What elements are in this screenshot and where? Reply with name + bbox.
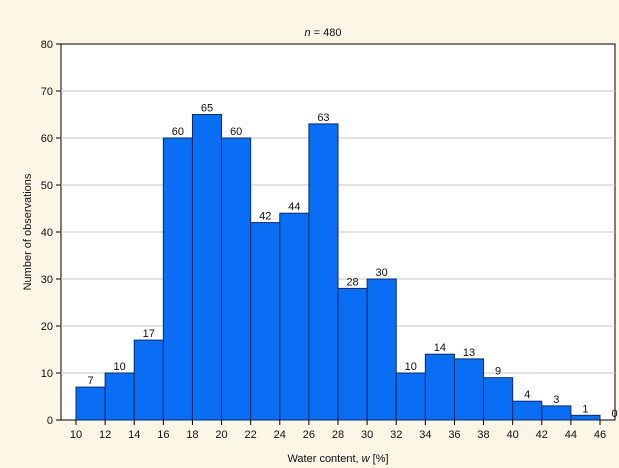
- x-axis: 10 12 14 16 18 20 22 24 26 28 30 32 34 36 38 40 42 44 46: [70, 420, 606, 441]
- x-tick-label-36: 36: [448, 429, 460, 441]
- x-axis-title-text: Water content,: [287, 453, 361, 465]
- title-n: n: [304, 27, 310, 39]
- bar-22: [250, 222, 281, 421]
- x-axis-title-unit: [%]: [370, 453, 389, 465]
- x-tick-label-22: 22: [245, 429, 257, 441]
- bar-label-24: 44: [288, 201, 300, 213]
- title-count: = 480: [311, 27, 342, 39]
- bar-12: [104, 372, 135, 421]
- bar-14: [133, 339, 164, 421]
- bars: [75, 114, 601, 421]
- bar-label-34: 14: [434, 342, 446, 354]
- bar-label-16: 60: [172, 126, 184, 138]
- bar-label-32: 10: [405, 361, 417, 373]
- bar-label-14: 17: [143, 328, 155, 340]
- x-tick-label-20: 20: [215, 429, 227, 441]
- y-tick-label-50: 50: [41, 180, 53, 192]
- x-axis-title-symbol: w: [362, 453, 371, 465]
- bar-16: [162, 137, 193, 421]
- bar-label-18: 65: [201, 103, 213, 115]
- bar-42: [541, 405, 572, 421]
- bar-32: [395, 372, 426, 421]
- bar-38: [483, 377, 514, 421]
- bar-20: [221, 137, 252, 421]
- x-tick-label-10: 10: [70, 429, 82, 441]
- bar-label-46: 0: [611, 408, 617, 420]
- bar-18: [191, 114, 223, 421]
- x-tick-label-12: 12: [99, 429, 111, 441]
- bar-label-10: 7: [87, 375, 93, 387]
- x-tick-label-46: 46: [594, 429, 606, 441]
- bar-44: [570, 414, 601, 421]
- bar-24: [279, 212, 310, 421]
- x-tick-label-26: 26: [303, 429, 315, 441]
- bar-28: [337, 287, 368, 421]
- x-tick-label-24: 24: [274, 429, 286, 441]
- bar-40: [512, 400, 543, 421]
- y-tick-label-20: 20: [41, 321, 53, 333]
- x-tick-label-28: 28: [332, 429, 344, 441]
- bar-36: [453, 358, 485, 421]
- x-tick-label-14: 14: [128, 429, 140, 441]
- bar-26: [308, 123, 339, 421]
- bar-label-40: 4: [524, 389, 530, 401]
- bar-label-38: 9: [495, 366, 501, 378]
- y-tick-label-40: 40: [41, 227, 53, 239]
- chart-title: n = 480: [304, 27, 341, 39]
- bar-10: [75, 386, 106, 421]
- x-tick-label-30: 30: [361, 429, 373, 441]
- y-axis: 0 10 20 30 40 50 60 70 80: [41, 39, 61, 427]
- y-tick-label-60: 60: [41, 133, 53, 145]
- y-tick-label-0: 0: [47, 415, 53, 427]
- bar-label-30: 30: [376, 267, 388, 279]
- y-tick-label-30: 30: [41, 274, 53, 286]
- y-axis-title: Number of observations: [22, 173, 34, 290]
- x-axis-title: Water content, w [%]: [287, 453, 388, 465]
- y-tick-label-80: 80: [41, 39, 53, 51]
- bar-label-12: 10: [114, 361, 126, 373]
- bar-label-28: 28: [346, 276, 358, 288]
- x-tick-label-16: 16: [157, 429, 169, 441]
- x-tick-label-44: 44: [565, 429, 577, 441]
- bar-label-20: 60: [230, 126, 242, 138]
- x-tick-label-42: 42: [536, 429, 548, 441]
- x-tick-label-32: 32: [390, 429, 402, 441]
- x-tick-label-34: 34: [419, 429, 431, 441]
- x-tick-label-18: 18: [186, 429, 198, 441]
- bar-label-42: 3: [553, 394, 559, 406]
- bar-30: [366, 278, 397, 421]
- bar-label-26: 63: [317, 112, 329, 124]
- bar-label-36: 13: [463, 347, 475, 359]
- bar-34: [424, 353, 455, 421]
- y-tick-label-70: 70: [41, 86, 53, 98]
- y-tick-label-10: 10: [41, 368, 53, 380]
- x-tick-label-38: 38: [477, 429, 489, 441]
- x-tick-label-40: 40: [507, 429, 519, 441]
- bar-label-44: 1: [582, 403, 588, 415]
- bar-label-22: 42: [259, 211, 271, 223]
